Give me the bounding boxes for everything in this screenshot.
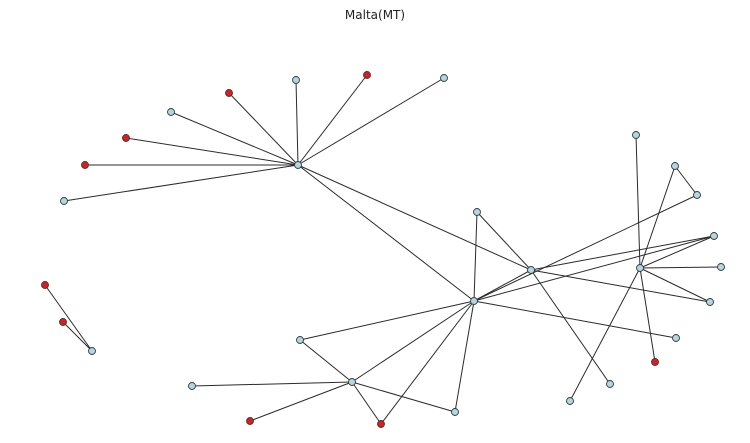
node-n_iso <box>88 347 96 355</box>
edge-hub1-hub_mid <box>297 164 532 271</box>
edge-hub_mid-n_right_a <box>530 235 715 271</box>
edge-hub_low-n_low_mid <box>351 381 456 413</box>
edge-hub1-n_top_right <box>297 77 445 166</box>
node-n_low_left <box>188 382 196 390</box>
edge-hub1-r_top <box>297 74 368 166</box>
node-r_left_mid1 <box>122 134 130 142</box>
node-n_low_top <box>296 336 304 344</box>
edge-r_iso1-n_iso <box>44 284 93 352</box>
edge-hub1-n_left_low <box>63 164 299 202</box>
node-n_right_tri1 <box>671 162 679 170</box>
edge-hub_low-n_low_top <box>299 339 353 383</box>
node-r_top <box>363 71 371 79</box>
edge-hub_mid-n_low_right <box>530 269 611 385</box>
edge-hub_center-hub_low <box>351 300 475 383</box>
edge-hub_center-n_right_d <box>473 300 677 339</box>
node-n_right_top <box>632 131 640 139</box>
edge-hub_mid-n_right_c <box>530 269 711 303</box>
node-r_iso1 <box>41 281 49 289</box>
edge-hub_mid-n_mid_top <box>476 211 532 271</box>
edge-hub_right-n_low_bottom <box>569 267 641 402</box>
graph-title: Malta(MT) <box>344 8 406 22</box>
node-r_low_center <box>377 420 385 428</box>
node-r_low_left <box>246 417 254 425</box>
edge-hub1-n_top <box>295 79 299 166</box>
node-n_left_low <box>60 197 68 205</box>
node-r_left_top <box>225 89 233 97</box>
edge-hub_right-n_right_a <box>639 235 715 269</box>
edge-hub_center-n_low_mid <box>454 300 475 413</box>
node-r_right_low <box>651 358 659 366</box>
edge-hub_right-r_right_low <box>639 267 656 363</box>
node-n_low_right <box>606 380 614 388</box>
node-r_left_mid2 <box>81 161 89 169</box>
edge-hub1-n_left_upper <box>170 111 299 166</box>
edge-hub1-hub_center <box>297 164 475 302</box>
edge-hub_right-n_right_c <box>639 267 711 303</box>
edge-hub_low-r_low_left <box>249 381 353 422</box>
edge-hub_center-n_low_top <box>299 300 475 341</box>
node-hub_center <box>470 297 478 305</box>
edge-hub_right-n_right_top <box>635 134 641 269</box>
node-n_top <box>292 76 300 84</box>
node-hub_low <box>348 378 356 386</box>
edge-hub_center-r_low_center <box>380 300 475 425</box>
edge-hub_right-n_right_tri1 <box>639 165 676 269</box>
node-n_right_b <box>717 263 725 271</box>
edge-hub_center-n_mid_top <box>473 211 478 302</box>
node-n_low_mid <box>451 408 459 416</box>
edge-hub_right-n_right_b <box>639 266 722 269</box>
node-n_top_right <box>440 74 448 82</box>
node-n_right_a <box>710 232 718 240</box>
edge-hub_center-n_right_a <box>473 235 715 302</box>
node-n_right_c <box>706 298 714 306</box>
node-n_low_bottom <box>566 397 574 405</box>
edge-hub_center-n_right_tri2 <box>473 194 698 302</box>
edge-hub_low-r_low_center <box>351 381 382 425</box>
node-layer <box>41 71 725 428</box>
node-n_left_upper <box>167 108 175 116</box>
edge-n_right_tri1-n_right_tri2 <box>674 165 698 196</box>
node-n_right_tri2 <box>693 191 701 199</box>
edge-hub_center-hub_mid <box>473 269 532 302</box>
edge-layer <box>44 74 722 425</box>
edge-hub1-r_left_mid1 <box>125 137 299 166</box>
node-hub_mid <box>527 266 535 274</box>
edge-r_iso2-n_iso <box>62 321 93 352</box>
edge-hub1-r_left_top <box>228 92 299 166</box>
edge-hub_low-n_low_left <box>191 381 353 387</box>
node-r_iso2 <box>59 318 67 326</box>
node-hub1 <box>294 161 302 169</box>
node-n_right_d <box>672 334 680 342</box>
node-hub_right <box>636 264 644 272</box>
node-n_mid_top <box>473 208 481 216</box>
